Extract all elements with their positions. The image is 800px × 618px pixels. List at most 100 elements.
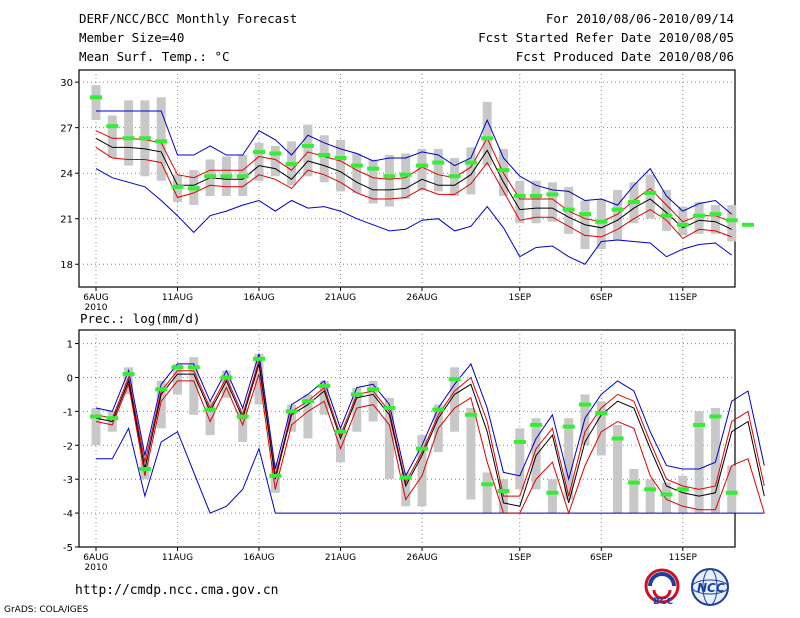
spread-box — [417, 435, 427, 507]
y-tick-label: -2 — [63, 441, 73, 452]
ensemble-mean-marker — [464, 160, 477, 165]
plot-frame — [78, 69, 736, 288]
ensemble-mean-marker — [546, 192, 559, 197]
ensemble-mean-marker — [448, 377, 461, 382]
ensemble-mean-marker — [660, 492, 673, 497]
ensemble-mean-marker — [138, 467, 151, 472]
spread-box — [205, 401, 215, 436]
spread-box — [433, 148, 443, 192]
ensemble-mean-marker — [318, 383, 331, 388]
y-tick-label: 27 — [60, 124, 73, 135]
grads-credit: GrADS: COLA/IGES — [4, 605, 89, 615]
ensemble-mean-marker — [725, 218, 738, 223]
spread-box — [547, 182, 557, 222]
ensemble-mean-marker — [285, 409, 298, 414]
ensemble-mean-marker — [220, 174, 233, 179]
max-line — [96, 110, 733, 215]
spread-box — [91, 407, 101, 446]
ensemble-mean-marker — [742, 222, 754, 227]
ensemble-mean-marker — [693, 213, 706, 218]
ensemble-mean-marker — [155, 387, 168, 392]
ensemble-mean-marker — [122, 136, 135, 141]
ensemble-mean-marker — [285, 162, 298, 167]
ensemble-mean-marker — [301, 399, 314, 404]
ensemble-mean-marker — [236, 414, 249, 419]
y-tick-label: 0 — [67, 373, 73, 384]
spread-box — [515, 428, 525, 490]
spread-box — [319, 135, 329, 183]
spread-box — [254, 142, 264, 181]
ensemble-mean-marker — [269, 151, 282, 156]
ensemble-mean-marker — [676, 222, 689, 227]
spread-box — [91, 85, 101, 121]
ncc-logo-icon: NCC — [691, 568, 729, 606]
member-size: Member Size=40 — [79, 30, 185, 45]
min-line — [96, 426, 765, 514]
ensemble-mean-marker — [367, 387, 380, 392]
source-url[interactable]: http://cmdp.ncc.cma.gov.cn — [75, 583, 279, 598]
plot-frame — [78, 329, 736, 548]
spread-box — [319, 380, 329, 415]
ensemble-mean-marker — [546, 490, 559, 495]
bcc-logo-icon: BCC — [644, 568, 680, 607]
y-tick-label: 1 — [67, 340, 73, 351]
x-tick-label: 1SEP — [509, 553, 532, 563]
ensemble-mean-marker — [350, 392, 363, 397]
spread-box — [221, 370, 231, 398]
spread-box — [270, 145, 280, 177]
spread-box — [303, 124, 313, 177]
ensemble-mean-marker — [350, 163, 363, 168]
ensemble-mean-marker — [627, 480, 640, 485]
spread-box — [401, 472, 411, 507]
ensemble-mean-marker — [513, 439, 526, 444]
upper-quartile-line — [95, 130, 732, 223]
ensemble-mean-marker — [334, 429, 347, 434]
spread-box — [368, 380, 378, 422]
spread-box — [417, 148, 427, 190]
ensemble-mean-marker — [90, 95, 102, 100]
spread-box — [384, 397, 394, 480]
ensemble-mean-marker — [579, 212, 591, 217]
ensemble-mean-marker — [595, 219, 608, 224]
spread-box — [613, 424, 623, 514]
spread-box — [107, 115, 117, 159]
y-tick-label: -3 — [63, 475, 73, 486]
ensemble-mean-marker — [90, 414, 102, 419]
x-year-label: 2010 — [85, 563, 108, 573]
spread-box — [482, 472, 492, 514]
x-year-label: 2010 — [85, 303, 108, 313]
y-tick-label: 21 — [60, 215, 73, 226]
ensemble-mean-marker — [432, 407, 445, 412]
min-line — [95, 168, 732, 265]
ensemble-mean-marker — [497, 168, 510, 173]
ensemble-mean-marker — [236, 174, 249, 179]
lower-quartile-line — [95, 146, 732, 240]
ensemble-mean-marker — [513, 193, 526, 198]
ensemble-mean-marker — [416, 446, 428, 451]
bcc-logo-text: BCC — [653, 597, 673, 607]
ensemble-mean-marker — [399, 172, 412, 177]
chart-title: DERF/NCC/BCC Monthly Forecast — [79, 11, 298, 26]
ensemble-mean-marker — [709, 212, 722, 217]
spread-box — [466, 407, 476, 500]
spread-box — [629, 469, 639, 514]
ensemble-mean-marker — [676, 487, 689, 492]
spread-box — [156, 97, 166, 181]
ensemble-mean-marker — [530, 422, 543, 427]
spread-box — [596, 198, 606, 250]
ensemble-mean-marker — [660, 213, 673, 218]
max-line — [95, 353, 765, 482]
ensemble-mean-marker — [481, 136, 494, 141]
ensemble-mean-marker — [644, 190, 657, 195]
ensemble-mean-marker — [367, 166, 380, 171]
ensemble-mean-marker — [611, 207, 624, 212]
spread-box — [694, 202, 704, 234]
spread-box — [189, 357, 199, 415]
ncc-logo-text: NCC — [697, 581, 725, 595]
ensemble-mean-marker — [220, 375, 233, 380]
x-tick-label: 11AUG — [162, 293, 193, 303]
variable-label-temp: Mean Surf. Temp.: °C — [79, 49, 230, 64]
x-tick-label: 11AUG — [162, 553, 193, 563]
x-tick-label: 11SEP — [669, 553, 698, 563]
